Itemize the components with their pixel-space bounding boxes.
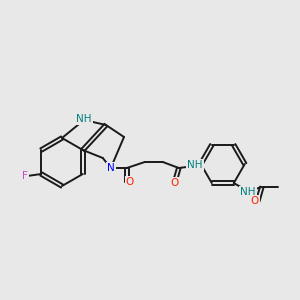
Text: O: O [126,177,134,187]
Text: NH: NH [187,160,203,170]
Text: O: O [171,178,179,188]
Text: O: O [251,196,259,206]
Text: F: F [22,171,28,181]
Text: N: N [107,163,115,173]
Text: NH: NH [76,114,92,124]
Text: NH: NH [240,187,256,197]
